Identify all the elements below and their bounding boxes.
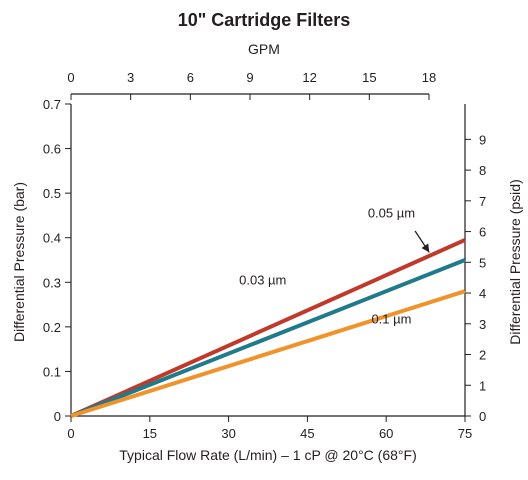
y-tick-label: 0.3 [43,275,61,290]
y-tick-label: 0.2 [43,320,61,335]
y2-tick-label: 6 [479,225,486,240]
y-tick-label: 0.5 [43,186,61,201]
y2-tick-label: 9 [479,132,486,147]
x2-tick-label: 3 [127,70,134,85]
y-tick-label: 0.7 [43,97,61,112]
y-tick-label: 0 [54,409,61,424]
x-tick-label: 15 [143,426,157,441]
y2-tick-label: 2 [479,348,486,363]
series-line-1 [70,238,466,418]
x-tick-label: 30 [221,426,235,441]
x2-tick-label: 18 [422,70,436,85]
right-axis-title-psid: Differential Pressure (psid) [507,179,523,344]
series-line-2 [70,258,466,418]
series-lines [70,238,466,418]
y2-tick-label: 1 [479,378,486,393]
y2-tick-label: 5 [479,255,486,270]
y-tick-label: 0.6 [43,142,61,157]
series-label-3: 0.1 µm [371,312,411,327]
bottom-axis-title-flow-rate: Typical Flow Rate (L/min) – 1 cP @ 20°C … [119,447,416,463]
series-label-2: 0.03 µm [239,273,286,288]
y2-tick-label: 4 [479,286,486,301]
y2-tick-label: 7 [479,194,486,209]
x-tick-label: 45 [300,426,314,441]
x2-tick-label: 0 [67,70,74,85]
plot-frame [70,93,466,417]
x-tick-label: 60 [379,426,393,441]
y-tick-label: 0.4 [43,231,61,246]
left-axis-title-bar: Differential Pressure (bar) [11,182,27,342]
y2-tick-label: 8 [479,163,486,178]
chart-title: 10" Cartridge Filters [178,10,351,30]
series-line-3 [70,289,466,418]
x-tick-label: 0 [67,426,74,441]
x2-tick-label: 9 [246,70,253,85]
x2-tick-label: 6 [187,70,194,85]
top-axis-title-gpm: GPM [248,41,280,57]
y-tick-label: 0.1 [43,364,61,379]
series-label-1: 0.05 µm [368,206,415,221]
series-labels: 0.05 µm 0.03 µm 0.1 µm [239,206,430,327]
x2-tick-label: 15 [362,70,376,85]
x-tick-label: 75 [458,426,472,441]
annotation-arrow-head [421,243,430,253]
y2-tick-label: 0 [479,409,486,424]
y2-tick-label: 3 [479,317,486,332]
x2-tick-label: 12 [302,70,316,85]
